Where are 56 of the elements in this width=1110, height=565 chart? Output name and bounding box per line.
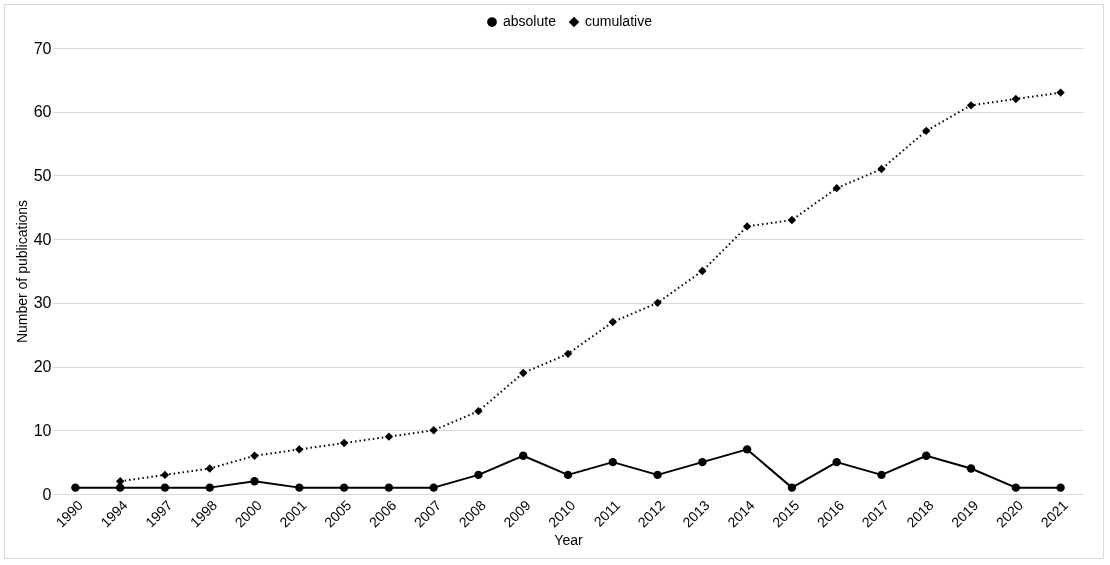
point	[115, 483, 125, 492]
point	[608, 457, 617, 467]
point	[1056, 88, 1065, 97]
point	[339, 438, 349, 448]
point	[205, 464, 214, 473]
point	[429, 483, 438, 492]
y-tick-label: 40	[33, 230, 52, 248]
point	[742, 222, 752, 231]
point	[877, 164, 886, 174]
point	[160, 470, 170, 480]
point	[339, 483, 349, 492]
point	[519, 451, 528, 460]
point	[1011, 94, 1021, 104]
legend-label: cumulative	[585, 13, 653, 30]
y-tick-label: 20	[33, 358, 52, 376]
point	[653, 470, 662, 480]
point	[742, 445, 752, 454]
point	[250, 477, 259, 486]
point	[877, 470, 886, 480]
point	[474, 470, 483, 480]
point	[922, 451, 931, 460]
point	[250, 451, 259, 460]
point	[563, 470, 573, 480]
x-axis-title: Year	[554, 532, 583, 549]
point	[608, 317, 617, 327]
legend-label: absolute	[503, 13, 557, 30]
point	[698, 266, 707, 276]
point	[698, 457, 707, 467]
point	[1056, 483, 1065, 492]
y-tick-label: 30	[33, 294, 52, 312]
point	[966, 464, 976, 473]
point	[653, 298, 662, 308]
point	[71, 483, 80, 492]
point	[832, 183, 841, 193]
y-tick-label: 50	[33, 166, 52, 184]
point	[787, 483, 797, 492]
point	[429, 426, 438, 435]
point	[832, 457, 841, 467]
point	[966, 101, 976, 110]
y-axis-title: Number of publications	[13, 199, 30, 344]
point	[922, 126, 931, 136]
point	[787, 215, 797, 225]
point	[384, 432, 394, 441]
y-tick-label: 60	[33, 103, 52, 121]
point	[563, 349, 573, 359]
point	[295, 483, 304, 492]
y-tick-label: 70	[33, 39, 52, 57]
point	[1011, 483, 1021, 492]
point	[519, 368, 528, 378]
point	[474, 406, 483, 416]
point	[205, 483, 214, 492]
point	[160, 483, 170, 492]
point	[384, 483, 394, 492]
y-tick-label: 10	[33, 421, 52, 439]
y-tick-label: 0	[42, 485, 52, 503]
point	[295, 445, 304, 454]
